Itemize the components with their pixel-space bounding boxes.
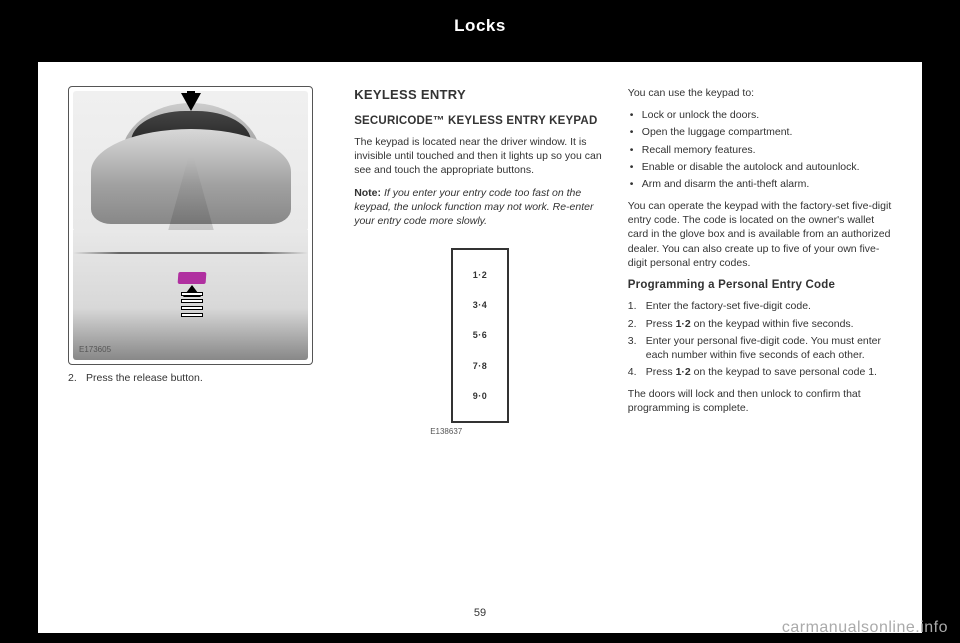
trunk-closeup-illustration: E173605 [73, 230, 308, 360]
keypad-key: 3·4 [453, 290, 507, 320]
keypad-illustration: 1·2 3·4 5·6 7·8 9·0 E138637 [354, 248, 606, 438]
column-1: E173605 Press the release button. [68, 86, 332, 438]
column-2: KEYLESS ENTRY SECURICODE™ KEYLESS ENTRY … [354, 86, 606, 438]
list-item: Enter the factory-set five-digit code. [628, 299, 892, 313]
programming-steps: Enter the factory-set five-digit code. P… [628, 299, 892, 379]
header-title: Locks [454, 16, 506, 36]
keypad-key: 1·2 [453, 260, 507, 290]
watermark: carmanualsonline.info [782, 619, 948, 637]
keypad-illustration-id: E138637 [430, 427, 606, 438]
list-item: Press 1·2 on the keypad within five seco… [628, 317, 892, 331]
list-item: Enable or disable the autolock and autou… [628, 160, 892, 174]
car-rear-illustration [73, 91, 308, 231]
page-header: Locks [38, 10, 922, 62]
release-button-highlight [178, 272, 207, 284]
section-heading: KEYLESS ENTRY [354, 86, 606, 104]
note-body: If you enter your entry code too fast on… [354, 187, 593, 227]
list-item: Recall memory features. [628, 143, 892, 157]
keypad-key: 5·6 [453, 320, 507, 350]
arrow-down-icon [181, 93, 201, 111]
list-item: Enter your personal five-digit code. You… [628, 334, 892, 362]
operate-paragraph: You can operate the keypad with the fact… [628, 199, 892, 270]
uses-intro: You can use the keypad to: [628, 86, 892, 100]
subsection-heading: SECURICODE™ KEYLESS ENTRY KEYPAD [354, 114, 606, 130]
confirm-paragraph: The doors will lock and then unlock to c… [628, 387, 892, 415]
keypad-description: The keypad is located near the driver wi… [354, 135, 606, 178]
uses-list: Lock or unlock the doors. Open the lugga… [628, 108, 892, 191]
page-number: 59 [38, 607, 922, 619]
illustration-frame: E173605 [68, 86, 313, 365]
list-item: Arm and disarm the anti-theft alarm. [628, 177, 892, 191]
illustration-id: E173605 [79, 345, 111, 356]
manual-page: Locks [38, 10, 922, 633]
keypad-key: 9·0 [453, 381, 507, 411]
list-item: Open the luggage compartment. [628, 125, 892, 139]
keypad: 1·2 3·4 5·6 7·8 9·0 [451, 248, 509, 423]
programming-heading: Programming a Personal Entry Code [628, 278, 892, 294]
list-item: Lock or unlock the doors. [628, 108, 892, 122]
step-2-text: Press the release button. [68, 371, 332, 385]
list-item: Press 1·2 on the keypad to save personal… [628, 365, 892, 379]
note-label: Note: [354, 187, 381, 199]
content-columns: E173605 Press the release button. KEYLES… [38, 62, 922, 448]
note-paragraph: Note: If you enter your entry code too f… [354, 186, 606, 229]
column-3: You can use the keypad to: Lock or unloc… [628, 86, 892, 438]
keypad-key: 7·8 [453, 351, 507, 381]
